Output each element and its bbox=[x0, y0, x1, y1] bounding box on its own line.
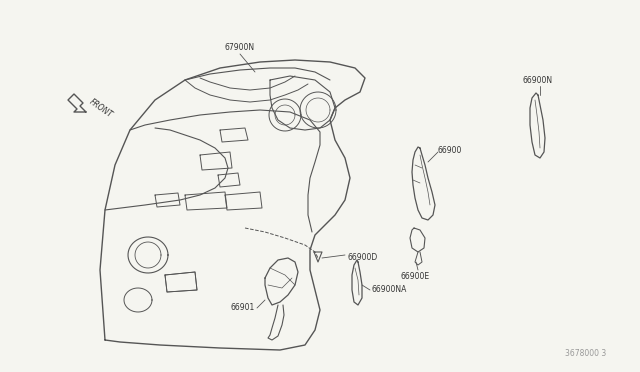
Text: 66900NA: 66900NA bbox=[372, 285, 408, 295]
Text: 66900E: 66900E bbox=[401, 272, 429, 281]
Text: 67900N: 67900N bbox=[225, 43, 255, 52]
Text: 66901: 66901 bbox=[231, 304, 255, 312]
Text: FRONT: FRONT bbox=[88, 97, 115, 119]
Text: 3678000 3: 3678000 3 bbox=[565, 349, 606, 358]
Text: 66900D: 66900D bbox=[348, 253, 378, 263]
Text: 66900: 66900 bbox=[438, 145, 462, 154]
Text: 66900N: 66900N bbox=[523, 76, 553, 85]
